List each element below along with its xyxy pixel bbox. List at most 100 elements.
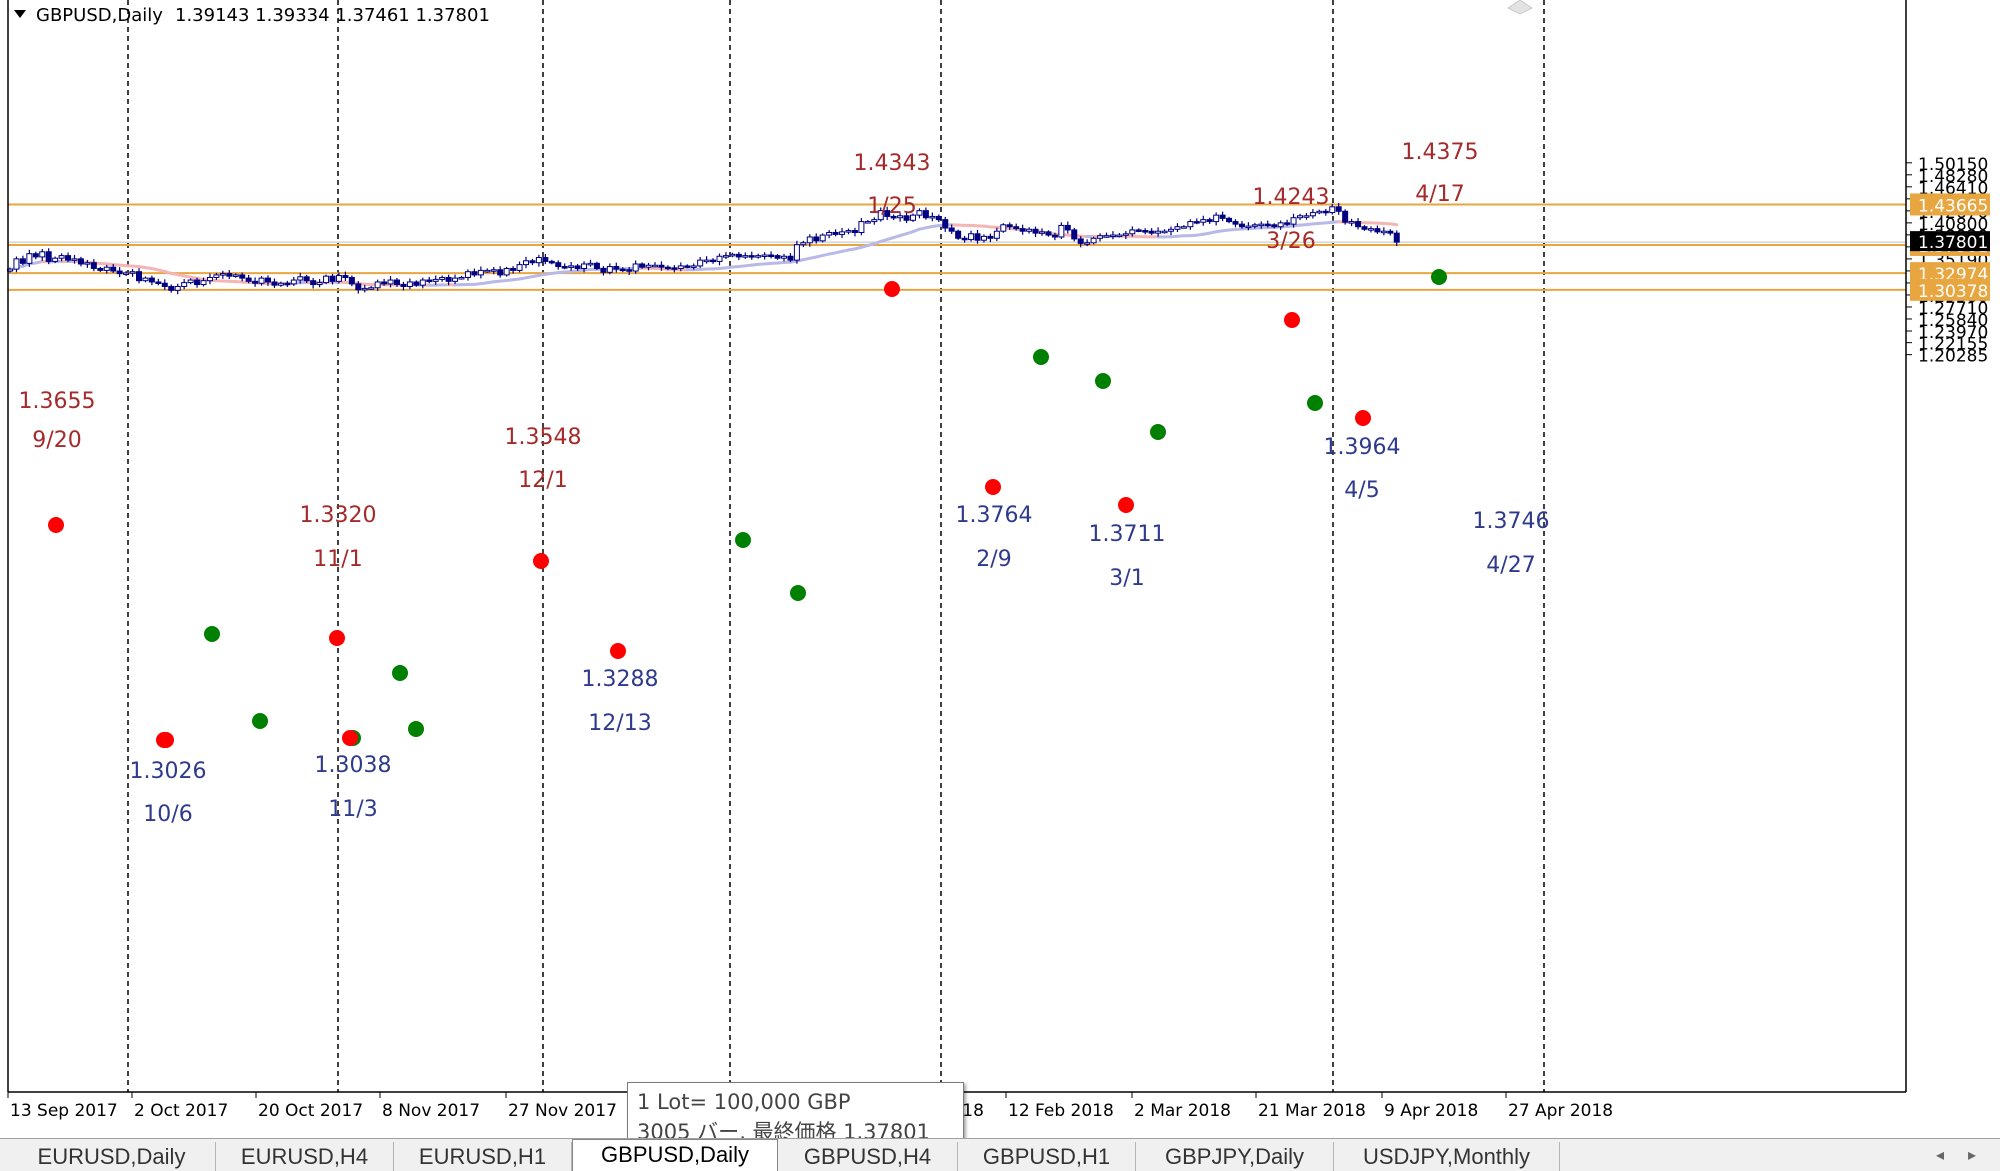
candle xyxy=(84,259,91,268)
tab-usdjpy-monthly[interactable]: USDJPY,Monthly xyxy=(1334,1142,1560,1171)
candle xyxy=(355,281,362,294)
candle xyxy=(45,248,52,265)
swing-low-price: 1.3026 xyxy=(130,759,207,784)
tab-gbpusd-daily[interactable]: GBPUSD,Daily xyxy=(572,1139,778,1171)
ohlc-readout: 1.39143 1.39334 1.37461 1.37801 xyxy=(175,5,490,26)
swing-high-marker xyxy=(1284,312,1300,328)
candle xyxy=(523,256,529,269)
candle xyxy=(161,279,168,291)
candle xyxy=(58,253,65,262)
candle xyxy=(271,278,278,288)
candle xyxy=(1309,209,1316,219)
candle xyxy=(800,240,807,248)
candle xyxy=(439,275,446,282)
candle xyxy=(1316,209,1323,215)
candle xyxy=(1303,213,1310,220)
candle xyxy=(961,235,968,243)
price-axis[interactable] xyxy=(1906,0,2000,1092)
swing-low-date: 2/9 xyxy=(976,547,1011,572)
swing-high-marker xyxy=(1118,497,1134,513)
candle xyxy=(1219,211,1226,222)
swing-low-price: 1.3038 xyxy=(315,753,392,778)
swing-low-marker xyxy=(1431,269,1447,285)
swing-low-marker xyxy=(735,532,751,548)
tab-gbpjpy-daily[interactable]: GBPJPY,Daily xyxy=(1136,1142,1334,1171)
candle xyxy=(516,261,523,273)
candle xyxy=(555,260,562,270)
tab-scroll-left-icon[interactable]: ◂ xyxy=(1936,1145,1945,1164)
candle xyxy=(671,265,678,273)
tab-gbpusd-h1[interactable]: GBPUSD,H1 xyxy=(958,1142,1136,1171)
tab-gbpusd-h4[interactable]: GBPUSD,H4 xyxy=(778,1142,958,1171)
time-tick-label: 21 Mar 2018 xyxy=(1258,1101,1366,1121)
price-level-tag xyxy=(1910,278,1990,301)
swing-low-price: 1.3746 xyxy=(1473,509,1550,534)
candle xyxy=(1393,230,1400,247)
tab-eurusd-h4[interactable]: EURUSD,H4 xyxy=(216,1142,394,1171)
one-click-trading-icon[interactable] xyxy=(1507,0,1533,15)
candle xyxy=(1116,233,1123,238)
tab-eurusd-daily[interactable]: EURUSD,Daily xyxy=(8,1142,216,1171)
chart-menu-arrow-icon[interactable] xyxy=(14,10,26,18)
candle xyxy=(574,263,581,271)
candle xyxy=(819,233,826,243)
candle xyxy=(258,276,265,286)
candle xyxy=(484,268,491,273)
symbol-label: GBPUSD,Daily xyxy=(36,5,163,26)
candle xyxy=(639,262,646,269)
price-tick-label: 1.27710 xyxy=(1918,299,1988,319)
swing-high-price: 1.4375 xyxy=(1402,140,1479,165)
candle xyxy=(1367,226,1374,233)
swing-high-marker xyxy=(610,643,626,659)
candle xyxy=(645,262,652,271)
candle xyxy=(394,278,400,287)
candle xyxy=(277,281,284,287)
candle xyxy=(974,229,981,244)
price-level-tag xyxy=(1910,262,1990,285)
swing-high-date: 4/17 xyxy=(1415,182,1464,207)
candle xyxy=(697,256,704,268)
candle xyxy=(219,270,226,279)
candle xyxy=(1084,239,1091,247)
candle xyxy=(213,272,220,280)
candle xyxy=(26,249,33,267)
candle xyxy=(1226,216,1233,224)
candle xyxy=(1045,230,1052,237)
candle xyxy=(413,280,420,287)
tab-scroll-right-icon[interactable]: ▸ xyxy=(1968,1145,1977,1164)
swing-low-date: 4/5 xyxy=(1344,478,1379,503)
price-tick-label: 1.48280 xyxy=(1918,167,1988,187)
candle xyxy=(361,284,368,293)
swing-low-marker xyxy=(204,626,220,642)
candle xyxy=(329,273,336,285)
candle xyxy=(942,216,949,232)
swing-low-marker xyxy=(1033,349,1049,365)
price-tick-label: 1.25840 xyxy=(1918,311,1988,331)
candle xyxy=(897,213,904,222)
candle xyxy=(748,251,755,260)
candle xyxy=(561,263,568,270)
swing-low-price: 1.3964 xyxy=(1324,435,1401,460)
time-tick-label: 2 Oct 2017 xyxy=(134,1101,228,1121)
candle xyxy=(110,264,117,274)
candle xyxy=(1297,213,1303,221)
candle xyxy=(168,284,175,293)
candle xyxy=(1168,226,1174,236)
tab-eurusd-h1[interactable]: EURUSD,H1 xyxy=(394,1142,572,1171)
swing-low-price: 1.3288 xyxy=(582,667,659,692)
candle xyxy=(226,270,233,279)
candle xyxy=(910,213,916,222)
price-tick-label: 1.20285 xyxy=(1918,347,1988,367)
candle xyxy=(490,266,497,275)
candle xyxy=(1277,220,1284,230)
candle xyxy=(1097,233,1104,242)
candle xyxy=(1000,223,1007,233)
swing-high-price: 1.3320 xyxy=(300,503,377,528)
candle xyxy=(890,214,897,221)
candle xyxy=(935,214,942,223)
price-tick-label: 1.22155 xyxy=(1918,335,1988,355)
candle xyxy=(1064,221,1071,234)
candle xyxy=(1174,223,1181,233)
candle xyxy=(1245,222,1252,231)
